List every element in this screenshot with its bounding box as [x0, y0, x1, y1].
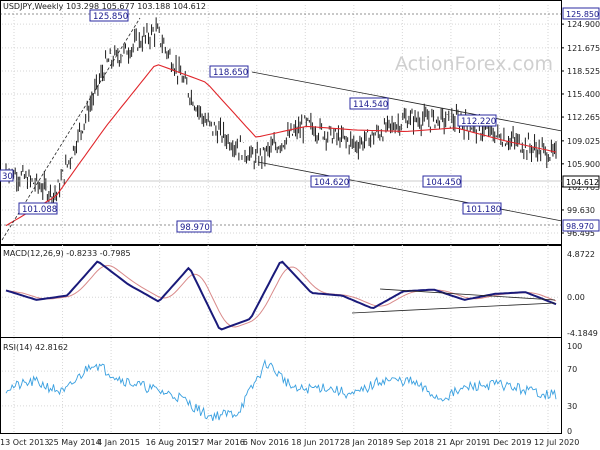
svg-text:101.180: 101.180: [466, 205, 501, 215]
time-tick-label: 18 Jun 2017: [291, 438, 339, 447]
low-price-tag: 98.970: [562, 219, 600, 232]
rsi-tick-70: 70: [567, 365, 577, 374]
macd-signal-line: [5, 264, 557, 328]
price-tick-label: 115.400: [567, 90, 600, 99]
time-tick-label: 16 Aug 2015: [146, 438, 197, 447]
time-tick-label: 13 Oct 2013: [0, 438, 49, 447]
svg-text:104.612: 104.612: [566, 178, 599, 187]
macd-tick-zero: 0.00: [567, 293, 585, 302]
price-tick-label: 121.675: [567, 44, 600, 53]
time-tick-label: 12 Jul 2020: [534, 438, 579, 447]
time-tick-label: 25 May 2014: [49, 438, 101, 447]
svg-text:30: 30: [2, 172, 13, 182]
time-tick-label: 4 Jan 2015: [97, 438, 140, 447]
annotation-30: 30: [0, 169, 14, 182]
rsi-panel-frame: [0, 337, 562, 434]
macd-line: [5, 260, 557, 331]
macd-title: MACD(12,26,9) -0.8233 -0.7985: [3, 249, 131, 258]
rsi-tick-30: 30: [567, 402, 577, 411]
moving-average-layer: [5, 64, 557, 227]
svg-text:101.088: 101.088: [22, 205, 57, 215]
current-price-tag: 104.612: [562, 175, 600, 188]
svg-text:104.450: 104.450: [426, 178, 461, 188]
macd-layer: [2, 260, 560, 331]
time-tick-label: 28 Jan 2018: [340, 438, 388, 447]
annotation-101088: 101.088: [18, 202, 58, 215]
price-tick-label: 105.900: [567, 160, 600, 169]
price-tick-label: 112.265: [567, 113, 600, 122]
annotation-104450: 104.450: [422, 175, 462, 188]
moving-average-line: [5, 64, 557, 227]
time-tick-label: 9 Sep 2018: [388, 438, 434, 447]
price-tick-label: 99.630: [567, 206, 595, 215]
price-tick-label: 96.495: [567, 229, 595, 238]
price-layer: [5, 17, 557, 206]
price-tick-label: 124.900: [567, 20, 600, 29]
svg-text:112.220: 112.220: [461, 117, 496, 127]
annotation-118650: 118.650: [209, 65, 249, 78]
channel-lower-trendline: [257, 161, 563, 222]
svg-text:125.850: 125.850: [93, 12, 128, 22]
rsi-layer: [2, 358, 560, 422]
price-tick-label: 109.025: [567, 137, 600, 146]
rsi-title: RSI(14) 42.8162: [3, 343, 68, 352]
svg-text:125.850: 125.850: [566, 10, 599, 19]
annotation-104620: 104.620: [310, 175, 350, 188]
svg-text:98.970: 98.970: [566, 222, 594, 231]
rsi-line: [5, 358, 557, 422]
time-tick-label: 6 Nov 2016: [243, 438, 289, 447]
price-tick-label: 118.525: [567, 67, 600, 76]
grid-layer: [2, 5, 560, 433]
channel-upper-trendline: [251, 71, 563, 132]
time-tick-label: 27 Mar 2016: [194, 438, 245, 447]
rsi-tick-100: 100: [567, 342, 582, 351]
high-price-tag: 125.850: [562, 7, 600, 20]
macd-trendlines: [351, 288, 556, 314]
annotation-114540: 114.540: [349, 97, 389, 110]
rsi-tick-0: 0: [567, 427, 572, 436]
svg-text:114.540: 114.540: [353, 100, 388, 110]
macd-tick-top: 4.8722: [567, 250, 595, 259]
annotation-101180: 101.180: [462, 202, 502, 215]
symbol-header: USDJPY,Weekly 103.298 105.677 103.188 10…: [3, 2, 206, 11]
dashed-uptrend-line: [1, 17, 141, 241]
annotation-125850: 125.850: [89, 9, 129, 22]
watermark: ActionForex.com: [395, 53, 553, 75]
main-panel-frame: [0, 0, 562, 245]
svg-text:98.970: 98.970: [180, 223, 210, 233]
time-tick-label: 1 Dec 2019: [485, 438, 531, 447]
annotation-112220: 112.220: [457, 114, 497, 127]
annotation-98970: 98.970: [176, 220, 212, 233]
svg-text:104.620: 104.620: [314, 178, 349, 188]
macd-tick-bottom: -4.1849: [567, 329, 598, 338]
svg-text:118.650: 118.650: [213, 68, 248, 78]
time-tick-label: 21 Apr 2019: [437, 438, 486, 447]
